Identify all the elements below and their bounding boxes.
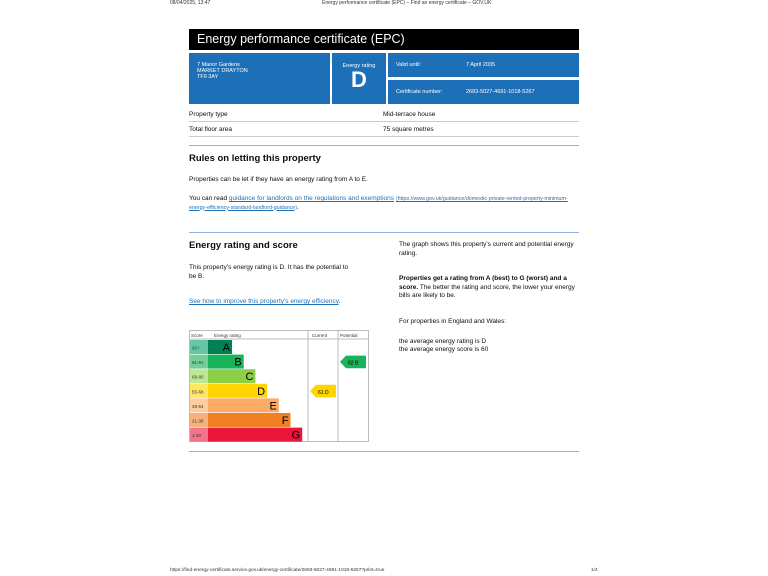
band-letter: G <box>292 430 301 442</box>
score-heading: Energy rating and score <box>189 240 298 251</box>
improve-link[interactable]: See how to improve this property's energ… <box>189 298 339 305</box>
row-value: Mid-terrace house <box>383 111 436 118</box>
band-range-label: 55-68 <box>192 389 204 394</box>
certificate-number-value: 2683-5027-4691-1018-5267 <box>466 89 535 95</box>
text: . <box>338 298 341 305</box>
band-score-cell <box>190 340 209 354</box>
rules-heading: Rules on letting this property <box>189 153 321 164</box>
footer-url: https://find-energy-certificate.service.… <box>170 568 385 573</box>
band-score-cell <box>190 427 209 442</box>
improve-paragraph: See how to improve this property's energ… <box>189 298 349 307</box>
band-range-label: 39-54 <box>192 404 204 409</box>
print-page-title: Energy performance certificate (EPC) – F… <box>322 0 492 6</box>
band-score-cell <box>190 383 209 398</box>
band-range-label: 1-20 <box>192 433 202 438</box>
band-letter: D <box>257 386 265 398</box>
band-bar-a <box>208 340 232 354</box>
page-title: Energy performance certificate (EPC) <box>189 29 579 50</box>
band-bar-c <box>208 369 256 384</box>
average-score: the average energy score is 60 <box>399 346 489 353</box>
guidance-link[interactable]: guidance for landlords on the regulation… <box>228 195 395 202</box>
divider <box>189 145 579 146</box>
energy-rating-value: D <box>351 67 367 92</box>
average-rating: the average energy rating is D <box>399 338 487 345</box>
guidance-paragraph: You can read guidance for landlords on t… <box>189 195 569 212</box>
band-range-label: 81-91 <box>192 360 204 365</box>
divider <box>189 232 579 233</box>
text: You can read <box>189 195 229 202</box>
rules-text: Properties can be let if they have an en… <box>189 176 368 183</box>
valid-until-value: 7 April 2035 <box>466 62 496 68</box>
row-value: 75 square metres <box>383 126 434 133</box>
text: . <box>296 203 299 211</box>
band-score-cell <box>190 354 209 369</box>
header-current: Current <box>312 333 328 338</box>
property-type-row: Property type Mid-terrace house <box>189 108 579 122</box>
band-letter: C <box>245 371 253 383</box>
energy-rating-box: Energy rating D <box>332 53 386 104</box>
current-rating-arrow <box>310 384 336 398</box>
band-bar-g <box>208 427 303 442</box>
band-range-label: 69-80 <box>192 375 204 380</box>
band-score-cell <box>190 413 209 427</box>
band-score-cell <box>190 369 209 384</box>
valid-until: Valid until: 7 April 2035 <box>388 53 579 77</box>
divider <box>189 451 579 452</box>
band-bar-d <box>208 383 268 398</box>
band-score-cell <box>190 398 209 413</box>
row-label: Total floor area <box>189 126 232 133</box>
header-energy-rating: Energy rating <box>214 333 241 338</box>
floor-area-row: Total floor area 75 square metres <box>189 123 579 137</box>
band-letter: A <box>223 342 231 354</box>
address: 7 Manor Gardens MARKET DRAYTON TF9 3AY <box>189 53 330 104</box>
text: The better the rating and score, the low… <box>399 283 575 300</box>
print-datetime: 08/04/2025, 13:47 <box>170 0 211 6</box>
energy-rating-chart: Score Energy rating Current Potential 92+ A 81… <box>189 330 369 442</box>
page-number: 1/4 <box>591 568 598 573</box>
current-rating-label: 61 D <box>318 390 329 396</box>
address-line2: MARKET DRAYTON <box>197 68 248 74</box>
band-bar-b <box>208 354 244 369</box>
certificate-number-label: Certificate number: <box>396 89 443 95</box>
band-bar-f <box>208 413 291 427</box>
header-score: Score <box>191 333 203 338</box>
band-letter: E <box>269 400 276 412</box>
certificate-number: Certificate number: 2683-5027-4691-1018-5… <box>388 80 579 104</box>
guidance-url[interactable]: (https://www.gov.uk/guidance/domestic-pr… <box>189 196 568 211</box>
address-postcode: TF9 3AY <box>197 74 219 80</box>
potential-rating-arrow <box>340 355 366 369</box>
potential-rating-label: 82 B <box>348 361 359 367</box>
valid-until-label: Valid until: <box>396 62 421 68</box>
band-bar-e <box>208 398 279 413</box>
energy-rating-label: Energy rating <box>342 63 376 69</box>
band-letter: B <box>234 357 241 369</box>
bold-text: Properties get a rating from A (best) to… <box>399 275 567 291</box>
graph-description: The graph shows this property's current … <box>399 241 574 257</box>
header-potential: Potential <box>340 333 358 338</box>
rating-summary: This property's energy rating is D. It h… <box>189 264 349 280</box>
row-label: Property type <box>189 111 228 118</box>
band-range-label: 21-38 <box>192 419 204 424</box>
band-range-label: 92+ <box>192 346 200 351</box>
band-letter: F <box>282 415 289 427</box>
england-wales-label: For properties in England and Wales: <box>399 318 507 325</box>
rating-explanation: Properties get a rating from A (best) to… <box>399 275 579 301</box>
address-line1: 7 Manor Gardens <box>197 62 240 68</box>
